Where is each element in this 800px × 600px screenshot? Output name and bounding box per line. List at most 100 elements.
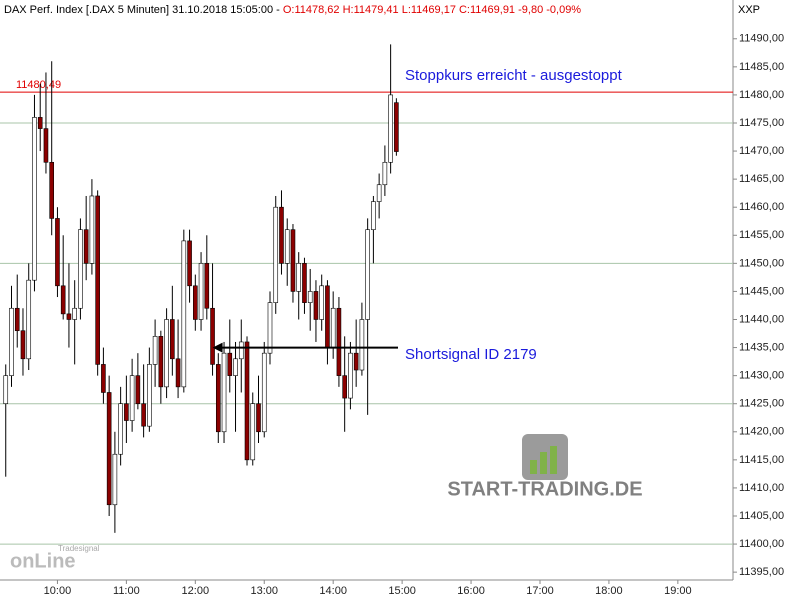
candle-body <box>290 229 296 292</box>
candle-body <box>43 128 49 163</box>
watermark-brand: Tradesignal <box>58 544 100 553</box>
candle-body <box>124 403 129 421</box>
candle-body <box>32 117 37 281</box>
x-tick-label: 13:00 <box>250 585 278 597</box>
candle-body <box>256 403 261 433</box>
candle-body <box>233 358 238 376</box>
annotation: Stoppkurs erreicht - ausgestoppt <box>405 67 623 84</box>
candle-body <box>238 341 244 360</box>
y-tick-label: 11440,00 <box>739 313 784 325</box>
y-tick-label: 11445,00 <box>739 285 784 297</box>
x-tick-label: 17:00 <box>526 585 554 597</box>
candle-body <box>221 352 227 433</box>
y-tick-label: 11415,00 <box>739 454 784 466</box>
y-tick-label: 11420,00 <box>739 426 784 438</box>
candle-body <box>26 279 32 360</box>
y-tick-label: 11405,00 <box>739 510 784 522</box>
candle-body <box>261 352 267 433</box>
candle-body <box>101 364 106 393</box>
watermark-logo-text: onLine <box>10 550 76 572</box>
candle-body <box>371 201 376 230</box>
x-tick-label: 18:00 <box>595 585 623 597</box>
candle-body <box>112 453 118 506</box>
candle-body <box>376 184 382 202</box>
y-tick-label: 11435,00 <box>739 341 784 353</box>
candle-body <box>215 364 221 433</box>
candle-body <box>152 336 158 365</box>
watermark-site: START-TRADING.DE <box>447 478 642 500</box>
candle-body <box>302 263 307 303</box>
candle-body <box>66 313 72 320</box>
candle-body <box>55 218 60 287</box>
candle-body <box>181 240 187 388</box>
y-tick-label: 11475,00 <box>739 117 784 129</box>
stop-line-label: 11480,49 <box>16 79 61 91</box>
candle-body <box>175 358 181 388</box>
candle-body <box>89 195 95 264</box>
candle-body <box>72 307 77 320</box>
chart-title: DAX Perf. Index [.DAX 5 Minuten] 31.10.2… <box>4 4 581 16</box>
candle-body <box>83 229 89 264</box>
y-tick-label: 11470,00 <box>739 145 784 157</box>
annotation: Shortsignal ID 2179 <box>405 346 537 363</box>
candle-body <box>20 330 26 360</box>
annotation-arrowhead <box>212 342 223 353</box>
candle-body <box>9 307 14 376</box>
candle-body <box>382 161 388 186</box>
candle-body <box>273 206 279 303</box>
candle-body <box>313 291 319 320</box>
title: DAX Perf. Index [.DAX 5 Minuten] 31.10.2… <box>4 4 280 16</box>
y-tick-label: 11430,00 <box>739 370 784 382</box>
candle-body <box>158 336 164 388</box>
candle-body <box>325 285 330 348</box>
candle-body <box>342 375 347 399</box>
candle-body <box>388 94 393 163</box>
candle-body <box>307 291 313 303</box>
candle-body <box>170 319 175 360</box>
x-tick-label: 19:00 <box>664 585 692 597</box>
y-tick-label: 11400,00 <box>739 538 784 550</box>
candle-body <box>60 285 66 315</box>
candle-body <box>106 392 112 506</box>
candle-body <box>118 403 123 455</box>
candle-body <box>279 206 284 264</box>
candle-body <box>348 352 353 399</box>
candle-body <box>296 263 302 292</box>
candle-body <box>198 263 204 320</box>
candle-body <box>330 307 336 348</box>
candle-body <box>336 307 342 376</box>
y-tick-label: 11425,00 <box>739 398 784 410</box>
candle-body <box>78 229 83 309</box>
candle-body <box>210 307 215 365</box>
candle-body <box>353 352 359 371</box>
candle-body <box>129 375 135 421</box>
candle-body <box>147 364 152 427</box>
y-tick-label: 11490,00 <box>739 33 784 45</box>
candle-body <box>37 117 43 129</box>
candle-body <box>394 102 399 152</box>
y-tick-label: 11395,00 <box>739 566 784 578</box>
axis-label: XXP <box>738 4 760 16</box>
candle-body <box>227 352 233 376</box>
candle-body <box>164 319 169 388</box>
candle-body <box>365 229 370 320</box>
candle-body <box>267 302 273 354</box>
y-tick-label: 11410,00 <box>739 482 784 494</box>
candle-body <box>284 229 290 264</box>
candle-body <box>49 161 55 219</box>
y-tick-label: 11485,00 <box>739 61 784 73</box>
candle-body <box>359 319 365 371</box>
y-tick-label: 11450,00 <box>739 257 784 269</box>
candle-body <box>193 285 198 320</box>
x-tick-label: 16:00 <box>457 585 485 597</box>
candle-body <box>141 403 146 427</box>
x-tick-label: 12:00 <box>182 585 210 597</box>
candle-body <box>319 285 324 320</box>
candle-body <box>14 307 20 332</box>
x-tick-label: 10:00 <box>44 585 72 597</box>
candle-body <box>95 195 100 365</box>
y-tick-label: 11460,00 <box>739 201 784 213</box>
